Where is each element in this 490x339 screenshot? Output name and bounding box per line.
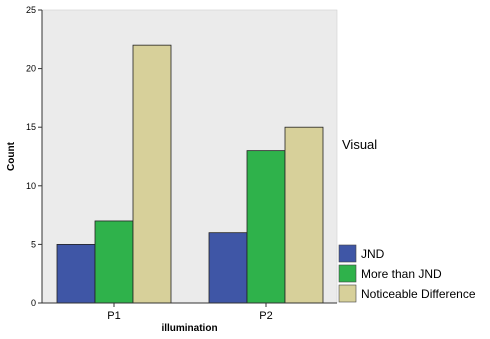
legend-label: Noticeable Difference: [361, 287, 476, 301]
legend: JND More than JND Noticeable Difference: [338, 244, 476, 303]
bar-p1-jnd: [56, 243, 96, 304]
y-tick-label: 10: [26, 181, 36, 191]
y-axis-title: Count: [6, 141, 17, 171]
x-axis-title: illumination: [161, 323, 217, 334]
legend-title: Visual: [342, 137, 377, 152]
legend-swatch: [338, 264, 357, 283]
bar-p2-jnd: [208, 232, 248, 304]
x-tick-label: P1: [107, 310, 120, 322]
legend-swatch: [338, 244, 357, 263]
y-tick-label: 20: [26, 64, 36, 74]
bar-p1-noticeable-difference: [132, 44, 172, 304]
legend-swatch: [338, 284, 357, 303]
legend-label: JND: [361, 247, 385, 261]
y-axis-ticks: 0 5 10 15 20 25: [26, 5, 42, 308]
bar-p1-more-than-jnd: [94, 220, 134, 304]
y-tick-label: 15: [26, 122, 36, 132]
bars: [56, 44, 324, 304]
y-tick-label: 5: [31, 239, 36, 249]
y-tick-label: 25: [26, 5, 36, 15]
x-tick-label: P2: [259, 310, 272, 322]
legend-label: More than JND: [361, 267, 442, 281]
bar-p2-noticeable-difference: [284, 126, 324, 304]
x-axis-ticks: P1 P2: [107, 303, 273, 322]
bar-p2-more-than-jnd: [246, 150, 286, 304]
y-tick-label: 0: [31, 298, 36, 308]
